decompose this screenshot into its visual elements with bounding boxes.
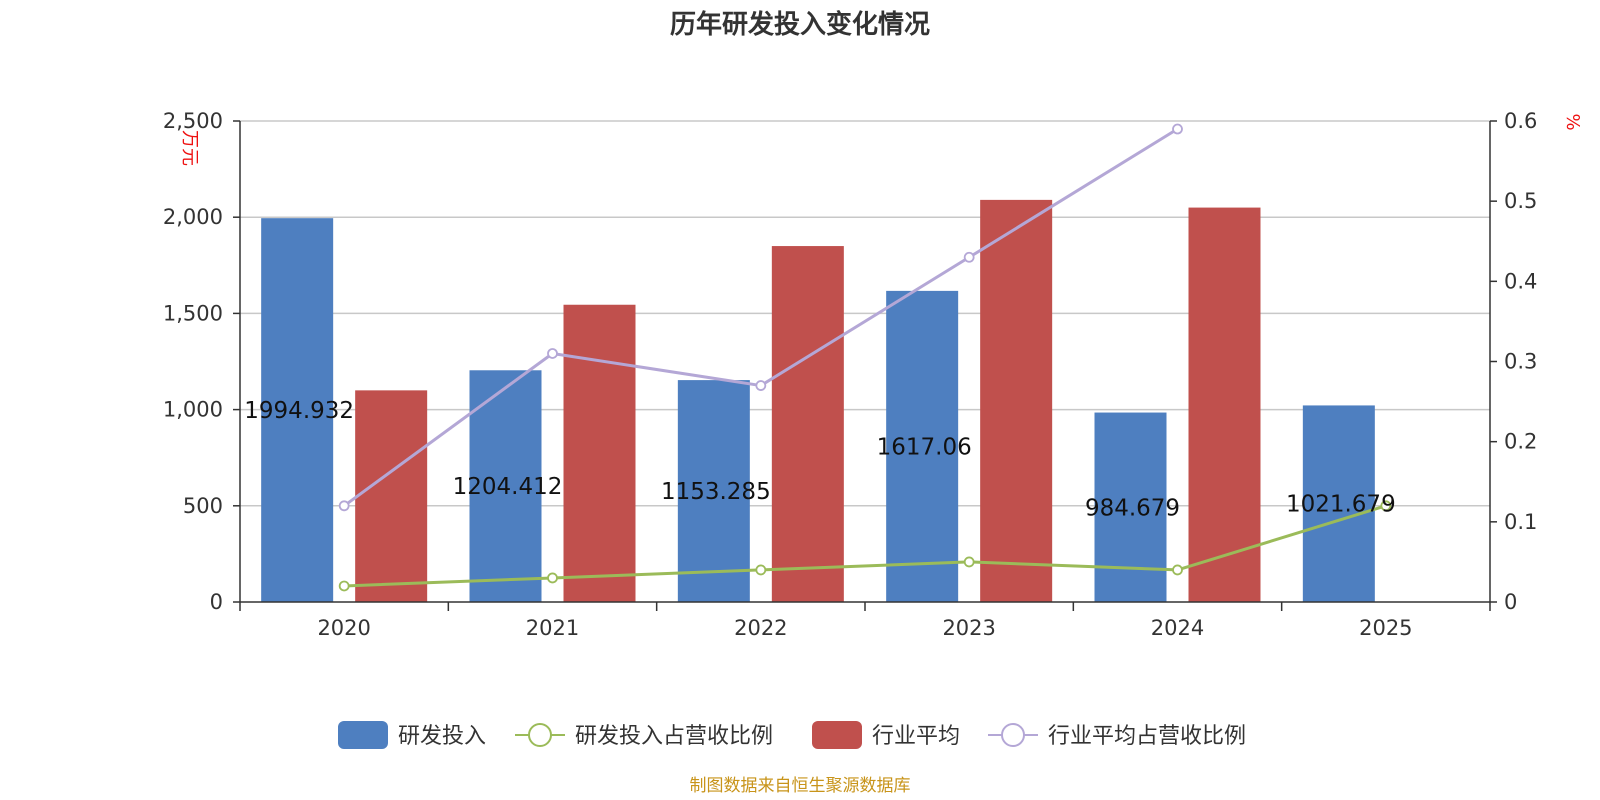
right-axis-unit: % (1562, 113, 1583, 130)
bar-series (261, 199, 1375, 602)
y-right-tick-label: 0.5 (1504, 189, 1537, 213)
bar-2022 (677, 380, 750, 602)
legend-label: 行业平均占营收比例 (1048, 724, 1246, 749)
bar-data-label: 1204.412 (453, 474, 563, 500)
y-left-tick-label: 2,000 (163, 205, 223, 229)
x-tick-label: 2025 (1359, 616, 1412, 640)
bar-data-label: 1021.679 (1286, 492, 1396, 518)
y-left-tick-label: 2,500 (163, 109, 223, 133)
line-point (755, 564, 767, 576)
y-right-tick-label: 0.1 (1504, 510, 1537, 534)
bar-data-label: 984.679 (1085, 495, 1180, 521)
line-point (963, 251, 975, 263)
line-point (1380, 500, 1392, 512)
line-point (338, 580, 350, 592)
legend: 研发投入 研发投入占营收比例 行业平均 行业平均占营收比例 (338, 721, 1246, 749)
line-point (547, 348, 558, 359)
bar-data-label: 1153.285 (661, 479, 771, 505)
line-point (338, 500, 350, 512)
left-axis-unit: 万元 (179, 130, 200, 166)
y-right-tick-label: 0.2 (1504, 430, 1537, 454)
source-note: 制图数据来自恒生聚源数据库 (690, 776, 911, 796)
line-point (1172, 564, 1183, 576)
y-right-tick-label: 0 (1504, 590, 1517, 614)
y-left-tick-label: 0 (210, 590, 223, 614)
legend-marker (528, 723, 552, 747)
y-right-tick-label: 0.3 (1504, 350, 1537, 374)
x-tick-label: 2022 (734, 616, 787, 640)
bar-2021 (469, 370, 542, 602)
bar-2024 (1188, 207, 1261, 602)
legend-label: 行业平均 (872, 724, 960, 749)
grid-lines (240, 120, 1490, 507)
y-right-tick-label: 0.4 (1504, 269, 1537, 293)
legend-swatch (338, 721, 388, 749)
line-point (547, 572, 558, 584)
bar-data-label: 1617.06 (877, 434, 972, 460)
y-left-tick-label: 1,000 (163, 398, 223, 422)
bar-2020 (261, 218, 334, 602)
line-point (963, 556, 975, 568)
chart-title: 历年研发投入变化情况 (670, 9, 930, 40)
bar-2025 (1302, 405, 1375, 602)
legend-label: 研发投入 (398, 724, 486, 749)
bar-2023 (886, 290, 959, 602)
line-point (1172, 123, 1183, 135)
bar-data-label: 1994.932 (244, 398, 354, 424)
legend-marker (1001, 723, 1025, 747)
axes: 0 500 1,000 1,500 2,000 2,500 0 0.1 0.2 0.3 0.4 0.5… (163, 109, 1538, 640)
y-left-tick-label: 500 (183, 494, 223, 518)
line-series (338, 123, 1392, 592)
x-tick-label: 2024 (1151, 616, 1204, 640)
series-line (343, 127, 1179, 508)
bar-2022 (771, 246, 844, 602)
legend-label: 研发投入占营收比例 (575, 724, 773, 749)
bar-2020 (355, 390, 428, 602)
data-labels: 1994.932 1204.412 1153.285 1617.06 984.679 10… (244, 398, 1395, 521)
x-tick-label: 2021 (526, 616, 579, 640)
x-tick-label: 2023 (942, 616, 995, 640)
bar-2023 (980, 199, 1053, 602)
bar-2021 (563, 304, 636, 602)
y-left-tick-label: 1,500 (163, 301, 223, 325)
y-right-tick-label: 0.6 (1504, 109, 1537, 133)
legend-swatch (812, 721, 862, 749)
line-point (755, 380, 767, 391)
x-tick-label: 2020 (317, 616, 370, 640)
series-line (344, 504, 1387, 588)
